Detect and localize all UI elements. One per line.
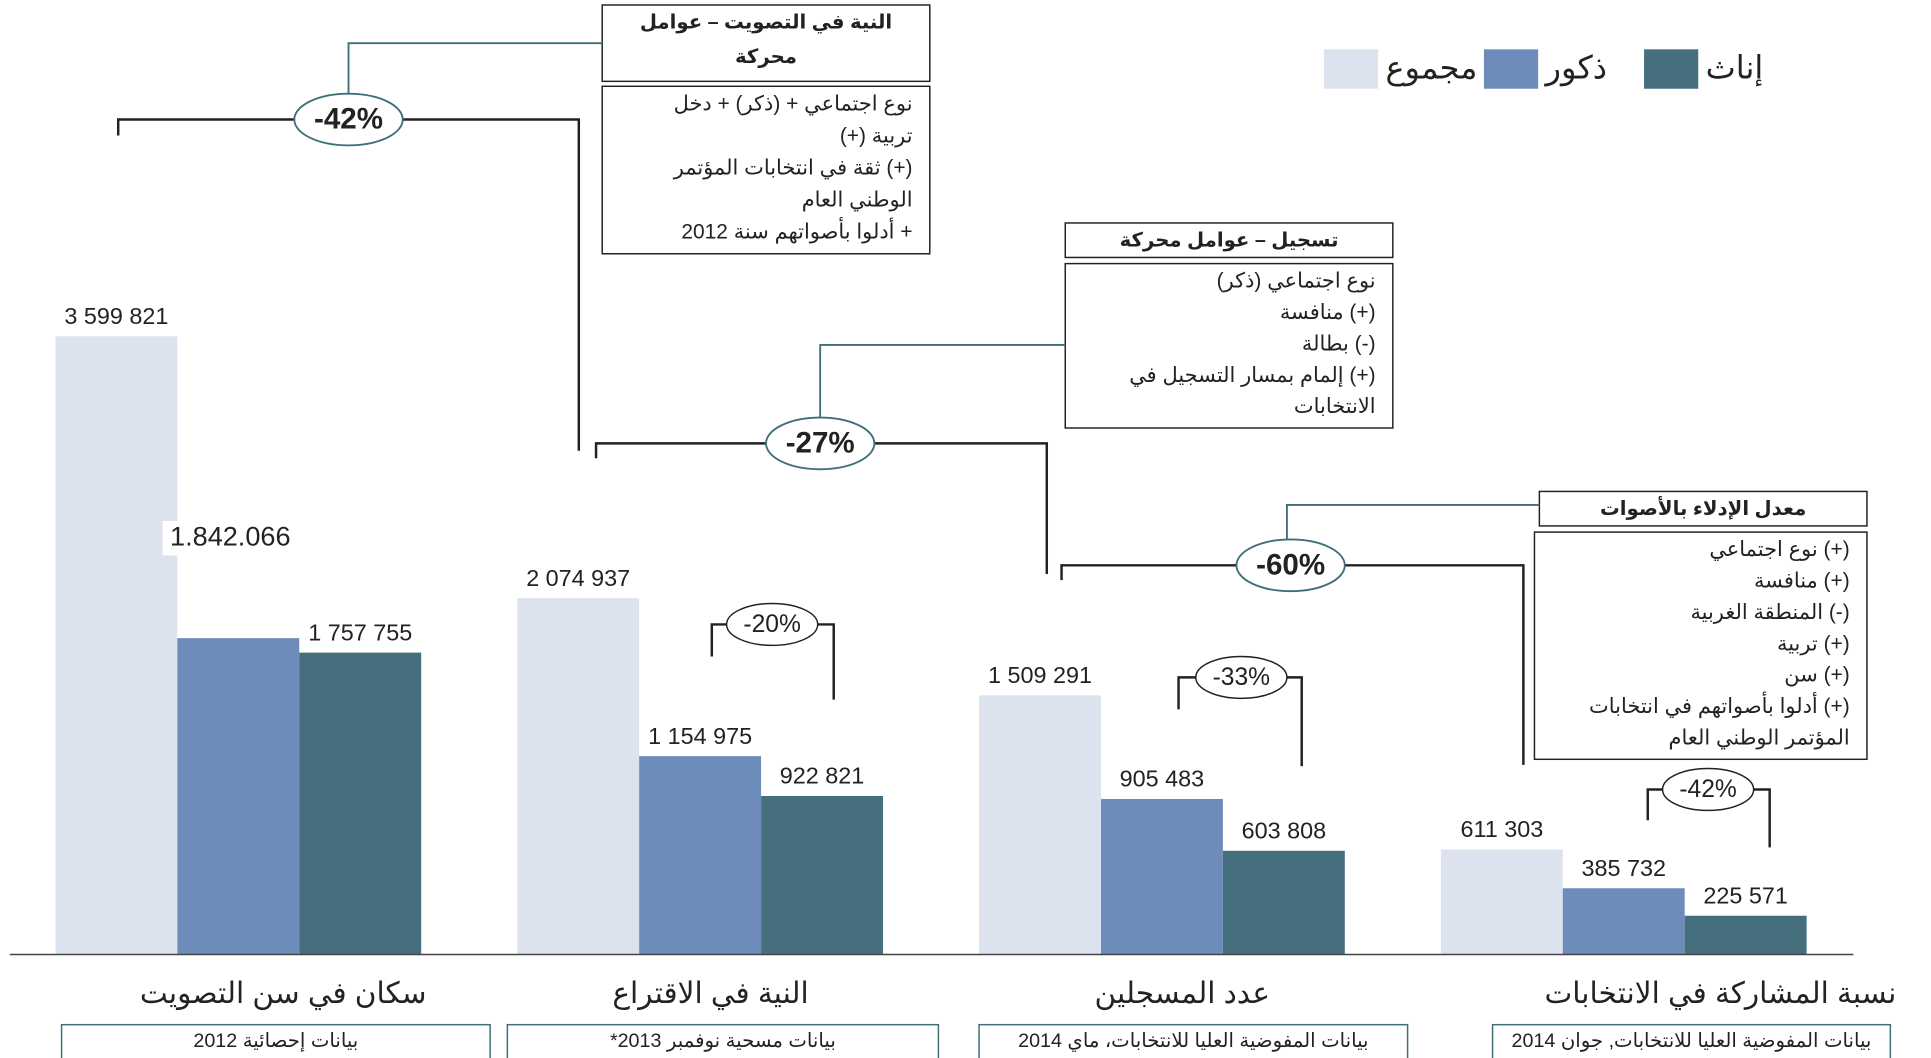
- leader-line: [1285, 504, 1540, 542]
- drop-badge: [1235, 538, 1346, 593]
- factor-box: [1064, 262, 1394, 429]
- legend-label: ذكور: [1544, 50, 1607, 87]
- legend-swatch: [1483, 49, 1539, 89]
- bar: [979, 695, 1101, 955]
- factor-line: (+) أدلوا بأصواتهم في انتخابات: [1589, 691, 1850, 719]
- drop-badge: [1195, 655, 1288, 700]
- factor-title-box: [1064, 222, 1394, 259]
- factor-box: [601, 85, 931, 255]
- bar: [1222, 850, 1345, 955]
- value-label: 225 571: [1703, 882, 1788, 908]
- bar: [1440, 849, 1563, 955]
- drop-label: -42%: [1679, 776, 1737, 803]
- factor-title-box: [1538, 490, 1868, 527]
- drop-badge: [765, 416, 876, 471]
- bar: [1100, 798, 1223, 955]
- category-label: نسبة المشاركة في الانتخابات: [1544, 977, 1896, 1011]
- value-label: 611 303: [1460, 816, 1543, 842]
- category-label: النية في الاقتراع: [612, 977, 808, 1011]
- value-label: 1 154 975: [648, 723, 752, 749]
- value-label: 905 483: [1120, 766, 1205, 792]
- value-label: 922 821: [780, 763, 865, 789]
- bar: [517, 598, 640, 955]
- value-label: 1 509 291: [988, 662, 1092, 688]
- arrow: [1060, 564, 1525, 765]
- category-label: عدد المسجلين: [1095, 977, 1270, 1010]
- note: بيانات إحصائية 2012: [193, 1030, 358, 1053]
- bar: [55, 336, 178, 955]
- drop-label: -27%: [786, 426, 855, 459]
- factor-line: (+) إلمام بمسار التسجيل في: [1129, 364, 1375, 388]
- factor-title: تسجيل – عوامل محركة: [1120, 230, 1339, 252]
- factor-title: محركة: [735, 46, 797, 68]
- factor-line: المؤتمر الوطني العام: [1669, 727, 1850, 750]
- factor-line: (+) منافسة: [1280, 301, 1376, 324]
- note-box: [978, 1023, 1409, 1058]
- drop-badge: [293, 92, 404, 147]
- drop-label: -60%: [1256, 548, 1325, 581]
- factor-line: (+) نوع اجتماعي: [1709, 538, 1849, 561]
- value-label: 1 757 755: [308, 619, 412, 645]
- factor-line: تربية (+): [840, 124, 913, 147]
- note-box: [1491, 1023, 1892, 1058]
- drop-label: -20%: [743, 611, 801, 638]
- drop-label: -42%: [314, 103, 383, 136]
- factor-line: (+) ثقة في انتخابات المؤتمر: [673, 156, 913, 179]
- value-label: 385 732: [1581, 855, 1666, 881]
- drop-badge: [1661, 767, 1755, 812]
- factor-line: (+) منافسة: [1754, 569, 1850, 592]
- note-box: [60, 1023, 491, 1058]
- value-label: 2 074 937: [526, 565, 630, 591]
- arrow: [116, 118, 581, 451]
- factor-title: معدل الإدلاء بالأصوات: [1600, 495, 1806, 520]
- factor-line: نوع اجتماعي + (ذكر) + دخل: [674, 92, 913, 115]
- bar: [299, 652, 422, 955]
- bar: [177, 638, 300, 955]
- leader-line: [819, 343, 1066, 422]
- value-label: 3 599 821: [64, 303, 168, 329]
- drop-badge: [725, 602, 819, 647]
- legend-label: مجموع: [1385, 50, 1477, 87]
- note: بيانات المفوضية العليا للانتخابات, جوان …: [1512, 1030, 1872, 1052]
- value-label: 603 808: [1242, 817, 1327, 843]
- category-label: سكان في سن التصويت: [140, 977, 427, 1011]
- drop-label: -33%: [1213, 664, 1271, 691]
- label-bg: [162, 520, 299, 556]
- bar: [1684, 915, 1807, 955]
- factor-line: (+) تربية: [1777, 632, 1850, 655]
- note: *بيانات مسحية نوفمبر 2013: [610, 1030, 836, 1052]
- value-label: 1.842.066: [170, 520, 290, 551]
- factor-line: (-) المنطقة الغربية: [1690, 601, 1849, 624]
- factor-box: [1533, 531, 1868, 761]
- factor-line: نوع اجتماعي (ذكر): [1217, 270, 1376, 293]
- factor-title: النية في التصويت – عوامل: [640, 12, 892, 34]
- factor-line: الوطني العام: [802, 188, 913, 211]
- bar: [639, 756, 762, 955]
- factor-line: (-) بطالة: [1302, 332, 1376, 355]
- note: بيانات المفوضية العليا للانتخابات، ماي 2…: [1018, 1030, 1368, 1052]
- note-box: [506, 1023, 940, 1058]
- leader-line: [347, 42, 603, 99]
- bar: [761, 796, 883, 955]
- factor-line: (+) سن: [1784, 664, 1849, 687]
- bar: [1562, 888, 1685, 955]
- legend-label: إناث: [1706, 50, 1764, 87]
- legend-swatch: [1644, 49, 1699, 89]
- factor-line: + أدلوا بأصواتهم سنة 2012: [681, 216, 912, 244]
- factor-line: الانتخابات: [1294, 395, 1376, 418]
- legend-swatch: [1323, 49, 1379, 89]
- connectors: -42% -27% -60% -20% -33% -42%: [116, 42, 1771, 848]
